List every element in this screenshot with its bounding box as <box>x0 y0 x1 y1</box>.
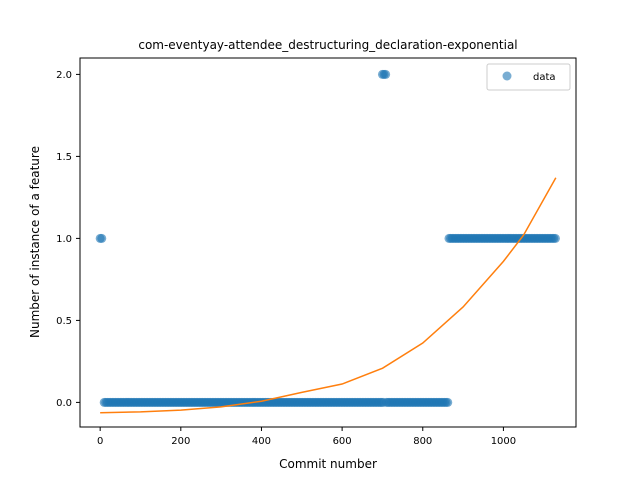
x-tick-label: 400 <box>252 436 271 447</box>
x-tick-label: 0 <box>97 436 103 447</box>
chart-title: com-eventyay-attendee_destructuring_decl… <box>138 38 517 52</box>
legend-label-data: data <box>533 72 556 83</box>
legend: data <box>486 63 571 91</box>
data-point <box>550 233 560 243</box>
data-point <box>381 69 391 79</box>
y-tick-label: 2.0 <box>56 70 72 81</box>
y-tick-label: 0.5 <box>56 316 72 327</box>
y-tick-label: 1.0 <box>56 234 72 245</box>
x-tick-label: 1000 <box>491 436 516 447</box>
data-point <box>443 397 453 407</box>
legend-marker-data <box>502 71 512 81</box>
x-axis-title: Commit number <box>279 457 377 471</box>
x-tick-label: 800 <box>413 436 432 447</box>
y-tick-label: 1.5 <box>56 152 72 163</box>
plot-area <box>95 69 560 414</box>
y-tick-label: 0.0 <box>56 398 72 409</box>
plot-frame <box>79 57 577 428</box>
x-tick-label: 600 <box>333 436 352 447</box>
x-tick-label: 200 <box>171 436 190 447</box>
fit-line <box>100 177 557 414</box>
legend-frame <box>486 63 571 91</box>
x-axis: 0 200 400 600 800 1000 <box>97 427 516 447</box>
y-axis: 0.0 0.5 1.0 1.5 2.0 <box>56 70 80 409</box>
data-point <box>97 233 107 243</box>
y-axis-title: Number of instance of a feature <box>28 146 42 338</box>
